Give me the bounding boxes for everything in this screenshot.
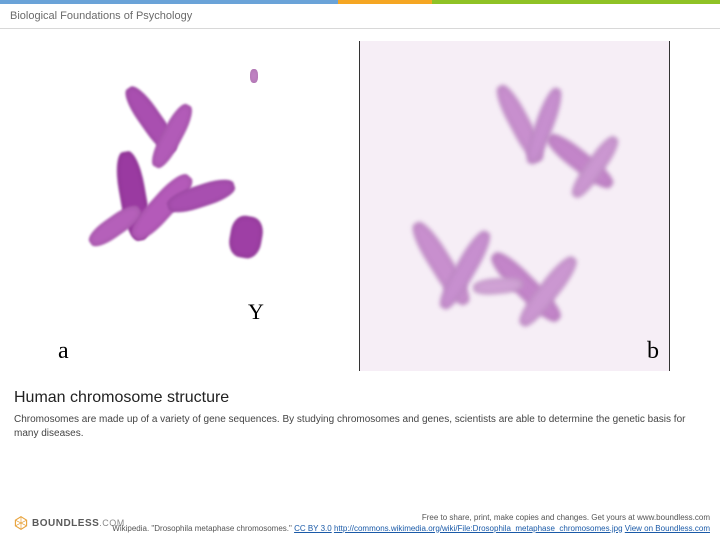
caption-body: Chromosomes are made up of a variety of … [14, 413, 706, 440]
source-url-link[interactable]: http://commons.wikimedia.org/wiki/File:D… [334, 524, 623, 533]
accent-seg-2 [338, 0, 432, 4]
panel-b: b [360, 41, 670, 371]
footer: Free to share, print, make copies and ch… [0, 513, 720, 534]
attribution-source: Wikipedia. "Drosophila metaphase chromos… [112, 524, 294, 533]
panel-a: a [50, 41, 360, 371]
y-chromosome-label: Y [248, 299, 264, 325]
figure: a b Y [50, 41, 670, 371]
panel-a-label: a [58, 338, 69, 365]
page-title: Biological Foundations of Psychology [10, 10, 710, 22]
accent-seg-1 [0, 0, 338, 4]
accent-seg-3 [432, 0, 720, 4]
chromosome-shape [227, 214, 266, 261]
caption-title: Human chromosome structure [14, 389, 706, 407]
panel-b-label: b [647, 338, 659, 365]
accent-bar [0, 0, 720, 4]
license-link[interactable]: CC BY 3.0 [294, 524, 332, 533]
header: Biological Foundations of Psychology [0, 4, 720, 29]
caption: Human chromosome structure Chromosomes a… [14, 389, 706, 440]
footer-tagline: Free to share, print, make copies and ch… [10, 513, 710, 523]
view-on-boundless-link[interactable]: View on Boundless.com [625, 524, 710, 533]
footer-attribution: Wikipedia. "Drosophila metaphase chromos… [10, 524, 710, 534]
chromosome-shape [250, 69, 258, 83]
